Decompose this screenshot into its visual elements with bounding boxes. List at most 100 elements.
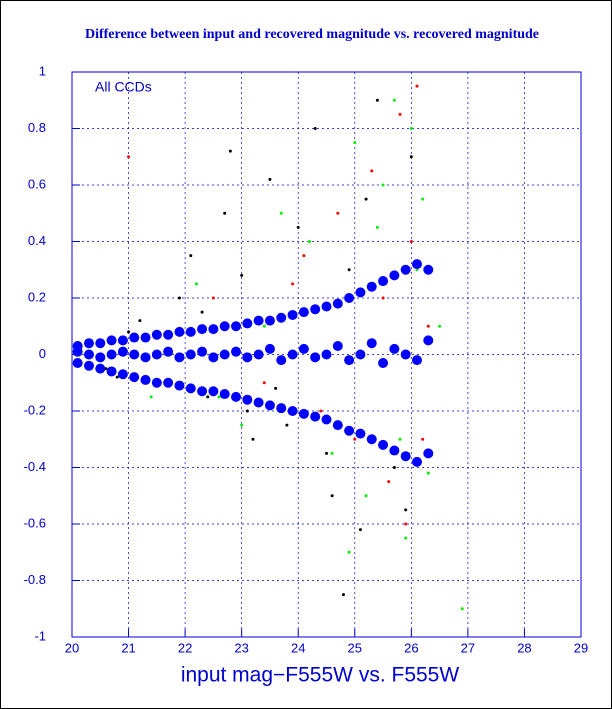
data-point [415, 84, 419, 88]
x-tick-label: 24 [291, 640, 305, 655]
data-point [321, 301, 332, 312]
data-point [174, 380, 185, 391]
data-point [219, 389, 230, 400]
y-tick-label: 0.2 [28, 289, 46, 304]
data-point [366, 338, 377, 349]
data-point [276, 355, 287, 366]
data-point [426, 324, 430, 328]
data-point [279, 211, 283, 215]
data-point [231, 391, 242, 402]
y-tick-label: 0.6 [28, 176, 46, 191]
data-point [355, 428, 366, 439]
data-point [151, 349, 162, 360]
data-point [245, 409, 249, 413]
data-point [400, 349, 411, 360]
data-point [321, 414, 332, 425]
data-point [127, 155, 131, 159]
data-point [302, 254, 306, 258]
x-tick-label: 22 [178, 640, 192, 655]
data-point [95, 363, 106, 374]
data-point [381, 183, 385, 187]
x-tick-label: 28 [517, 640, 531, 655]
data-point [253, 349, 264, 360]
data-point [194, 282, 198, 286]
data-point [264, 343, 275, 354]
data-point [378, 276, 389, 287]
data-point [423, 448, 434, 459]
data-point [95, 352, 106, 363]
y-tick-label: -0.4 [24, 459, 46, 474]
data-point [264, 400, 275, 411]
data-point [355, 287, 366, 298]
data-point [353, 141, 357, 145]
data-point [95, 338, 106, 349]
plot-frame [71, 71, 582, 638]
data-point [129, 349, 140, 360]
x-axis-label: input mag−F555W vs. F555W [181, 664, 460, 687]
data-point [366, 434, 377, 445]
data-point [231, 321, 242, 332]
data-point [268, 177, 272, 181]
data-point [313, 127, 317, 130]
y-tick-label: 0.4 [28, 233, 46, 248]
data-point [83, 349, 94, 360]
data-point [358, 528, 362, 532]
y-tick-label: 1 [39, 63, 46, 78]
x-tick-label: 21 [121, 640, 135, 655]
data-point [375, 225, 379, 229]
data-point [189, 254, 193, 258]
data-point [185, 349, 196, 360]
data-point [330, 494, 334, 498]
x-tick-label: 26 [404, 640, 418, 655]
data-point [185, 326, 196, 337]
data-point [253, 397, 264, 408]
data-point [219, 349, 230, 360]
data-point [197, 324, 208, 335]
data-point [404, 536, 408, 540]
data-point [197, 346, 208, 357]
data-point [208, 352, 219, 363]
data-point [426, 471, 430, 475]
data-point [242, 318, 253, 329]
data-point [106, 335, 117, 346]
data-point [208, 324, 219, 335]
data-point [332, 420, 343, 431]
data-point [163, 329, 174, 340]
data-point [409, 155, 413, 159]
data-point [262, 381, 266, 385]
data-point [438, 324, 442, 328]
data-point [411, 355, 422, 366]
data-point [421, 437, 425, 441]
data-point [287, 349, 298, 360]
data-point [151, 329, 162, 340]
data-point [200, 310, 204, 314]
data-point [206, 395, 210, 399]
data-point [138, 319, 142, 323]
data-point [262, 324, 266, 328]
data-point [423, 335, 434, 346]
data-point [240, 423, 244, 427]
data-point [242, 352, 253, 363]
y-tick-label: 0 [39, 346, 46, 361]
data-point [140, 332, 151, 343]
data-point [174, 326, 185, 337]
data-point [211, 296, 215, 300]
data-point [197, 386, 208, 397]
data-point [219, 321, 230, 332]
data-point [298, 343, 309, 354]
y-tick-label: 0.8 [28, 120, 46, 135]
data-point [421, 197, 425, 201]
data-point [296, 225, 300, 229]
data-point [308, 240, 312, 243]
data-point [208, 386, 219, 397]
data-point [115, 375, 119, 379]
data-point [378, 439, 389, 450]
data-point [291, 282, 295, 286]
data-point [185, 383, 196, 394]
data-point [228, 149, 232, 153]
data-point [319, 409, 323, 413]
data-point [347, 550, 351, 554]
data-point [389, 445, 400, 456]
data-point [347, 268, 351, 272]
